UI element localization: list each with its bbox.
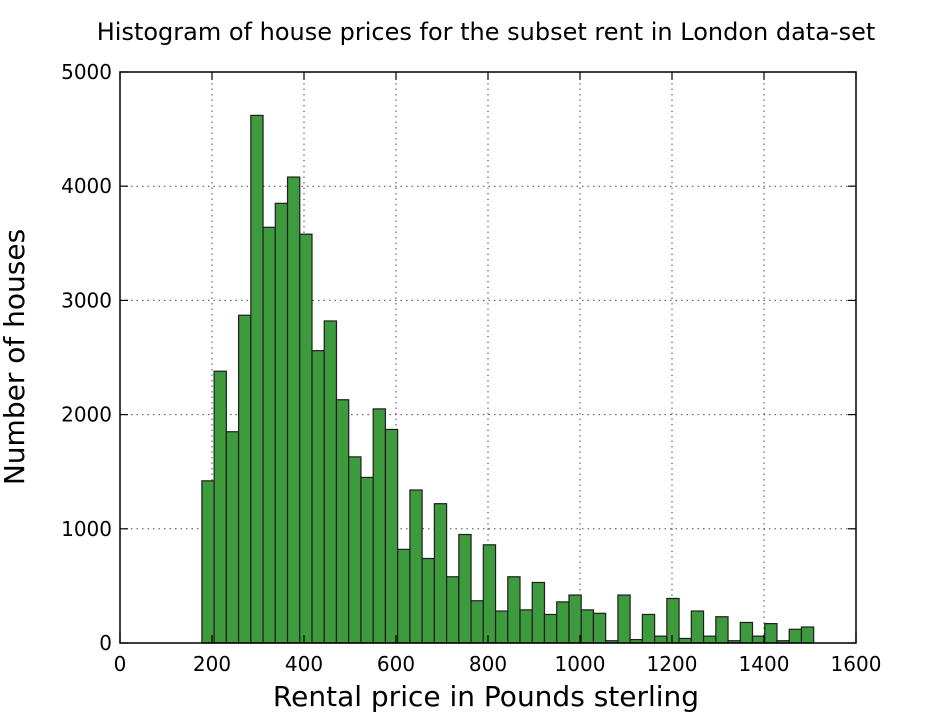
x-tick-label: 1600 [831, 652, 882, 676]
histogram-bar [433, 503, 448, 644]
histogram-bar [715, 616, 729, 644]
histogram-bar [213, 370, 227, 644]
histogram-bar [690, 610, 705, 644]
histogram-bar [397, 548, 411, 644]
histogram-bar [311, 350, 325, 644]
histogram-bar [543, 613, 558, 644]
histogram-bar [494, 610, 509, 644]
histogram-bar [470, 600, 484, 644]
histogram-bar [446, 576, 460, 644]
y-tick-label: 2000 [61, 403, 112, 427]
histogram-bar [299, 233, 313, 644]
histogram-bar [348, 456, 362, 644]
y-tick-label: 0 [99, 631, 112, 655]
histogram-bar [507, 576, 521, 644]
x-tick-label: 600 [377, 652, 415, 676]
histogram-bar [458, 533, 472, 644]
histogram-bar [641, 613, 656, 644]
histogram-bar [519, 609, 533, 644]
x-tick-label: 1000 [555, 652, 606, 676]
histogram-bar [666, 597, 680, 644]
histogram-bar [372, 408, 387, 644]
histogram-bar [654, 635, 668, 644]
histogram-bar [764, 622, 778, 644]
y-tick-label: 4000 [61, 174, 112, 198]
histogram-bar [201, 480, 215, 644]
histogram-bar [384, 428, 399, 644]
x-tick-label: 0 [114, 652, 127, 676]
y-tick-label: 3000 [61, 288, 112, 312]
histogram-bar [751, 635, 766, 644]
histogram-bar [274, 202, 289, 644]
x-tick-label: 1200 [647, 652, 698, 676]
histogram-bar [323, 320, 338, 644]
histogram-bar [788, 628, 803, 644]
histogram-bar [531, 581, 546, 644]
y-tick-label: 5000 [61, 60, 112, 84]
histogram-bar [286, 176, 301, 644]
histogram-bar [421, 557, 435, 644]
histogram-bar [237, 314, 252, 644]
histogram-bar [482, 544, 497, 644]
histogram-bar [250, 114, 264, 644]
x-tick-label: 1400 [739, 652, 790, 676]
histogram-bar [592, 612, 607, 644]
y-axis-ticks: 0 1000 2000 3000 4000 5000 [61, 60, 856, 655]
x-tick-label: 800 [469, 652, 507, 676]
histogram-bars [201, 114, 815, 644]
y-axis-label: Number of houses [0, 229, 31, 485]
histogram-bar [556, 601, 570, 644]
histogram-bar [617, 594, 631, 644]
x-axis-label: Rental price in Pounds sterling [273, 680, 699, 713]
x-axis-ticks: 0 200 400 600 800 1000 1200 1400 1600 [114, 72, 882, 676]
histogram-bar [580, 609, 595, 644]
histogram-bar [262, 226, 276, 644]
x-tick-label: 200 [193, 652, 231, 676]
histogram-bar [702, 635, 717, 644]
histogram-bar [225, 431, 240, 644]
histogram-bar [335, 399, 350, 644]
histogram-bar [800, 626, 815, 644]
histogram-bar [739, 621, 754, 644]
histogram-bar [568, 594, 582, 644]
histogram-bar [409, 489, 423, 644]
y-tick-label: 1000 [61, 517, 112, 541]
x-tick-label: 400 [285, 652, 323, 676]
chart-title: Histogram of house prices for the subset… [97, 18, 876, 46]
histogram-bar [360, 476, 374, 644]
